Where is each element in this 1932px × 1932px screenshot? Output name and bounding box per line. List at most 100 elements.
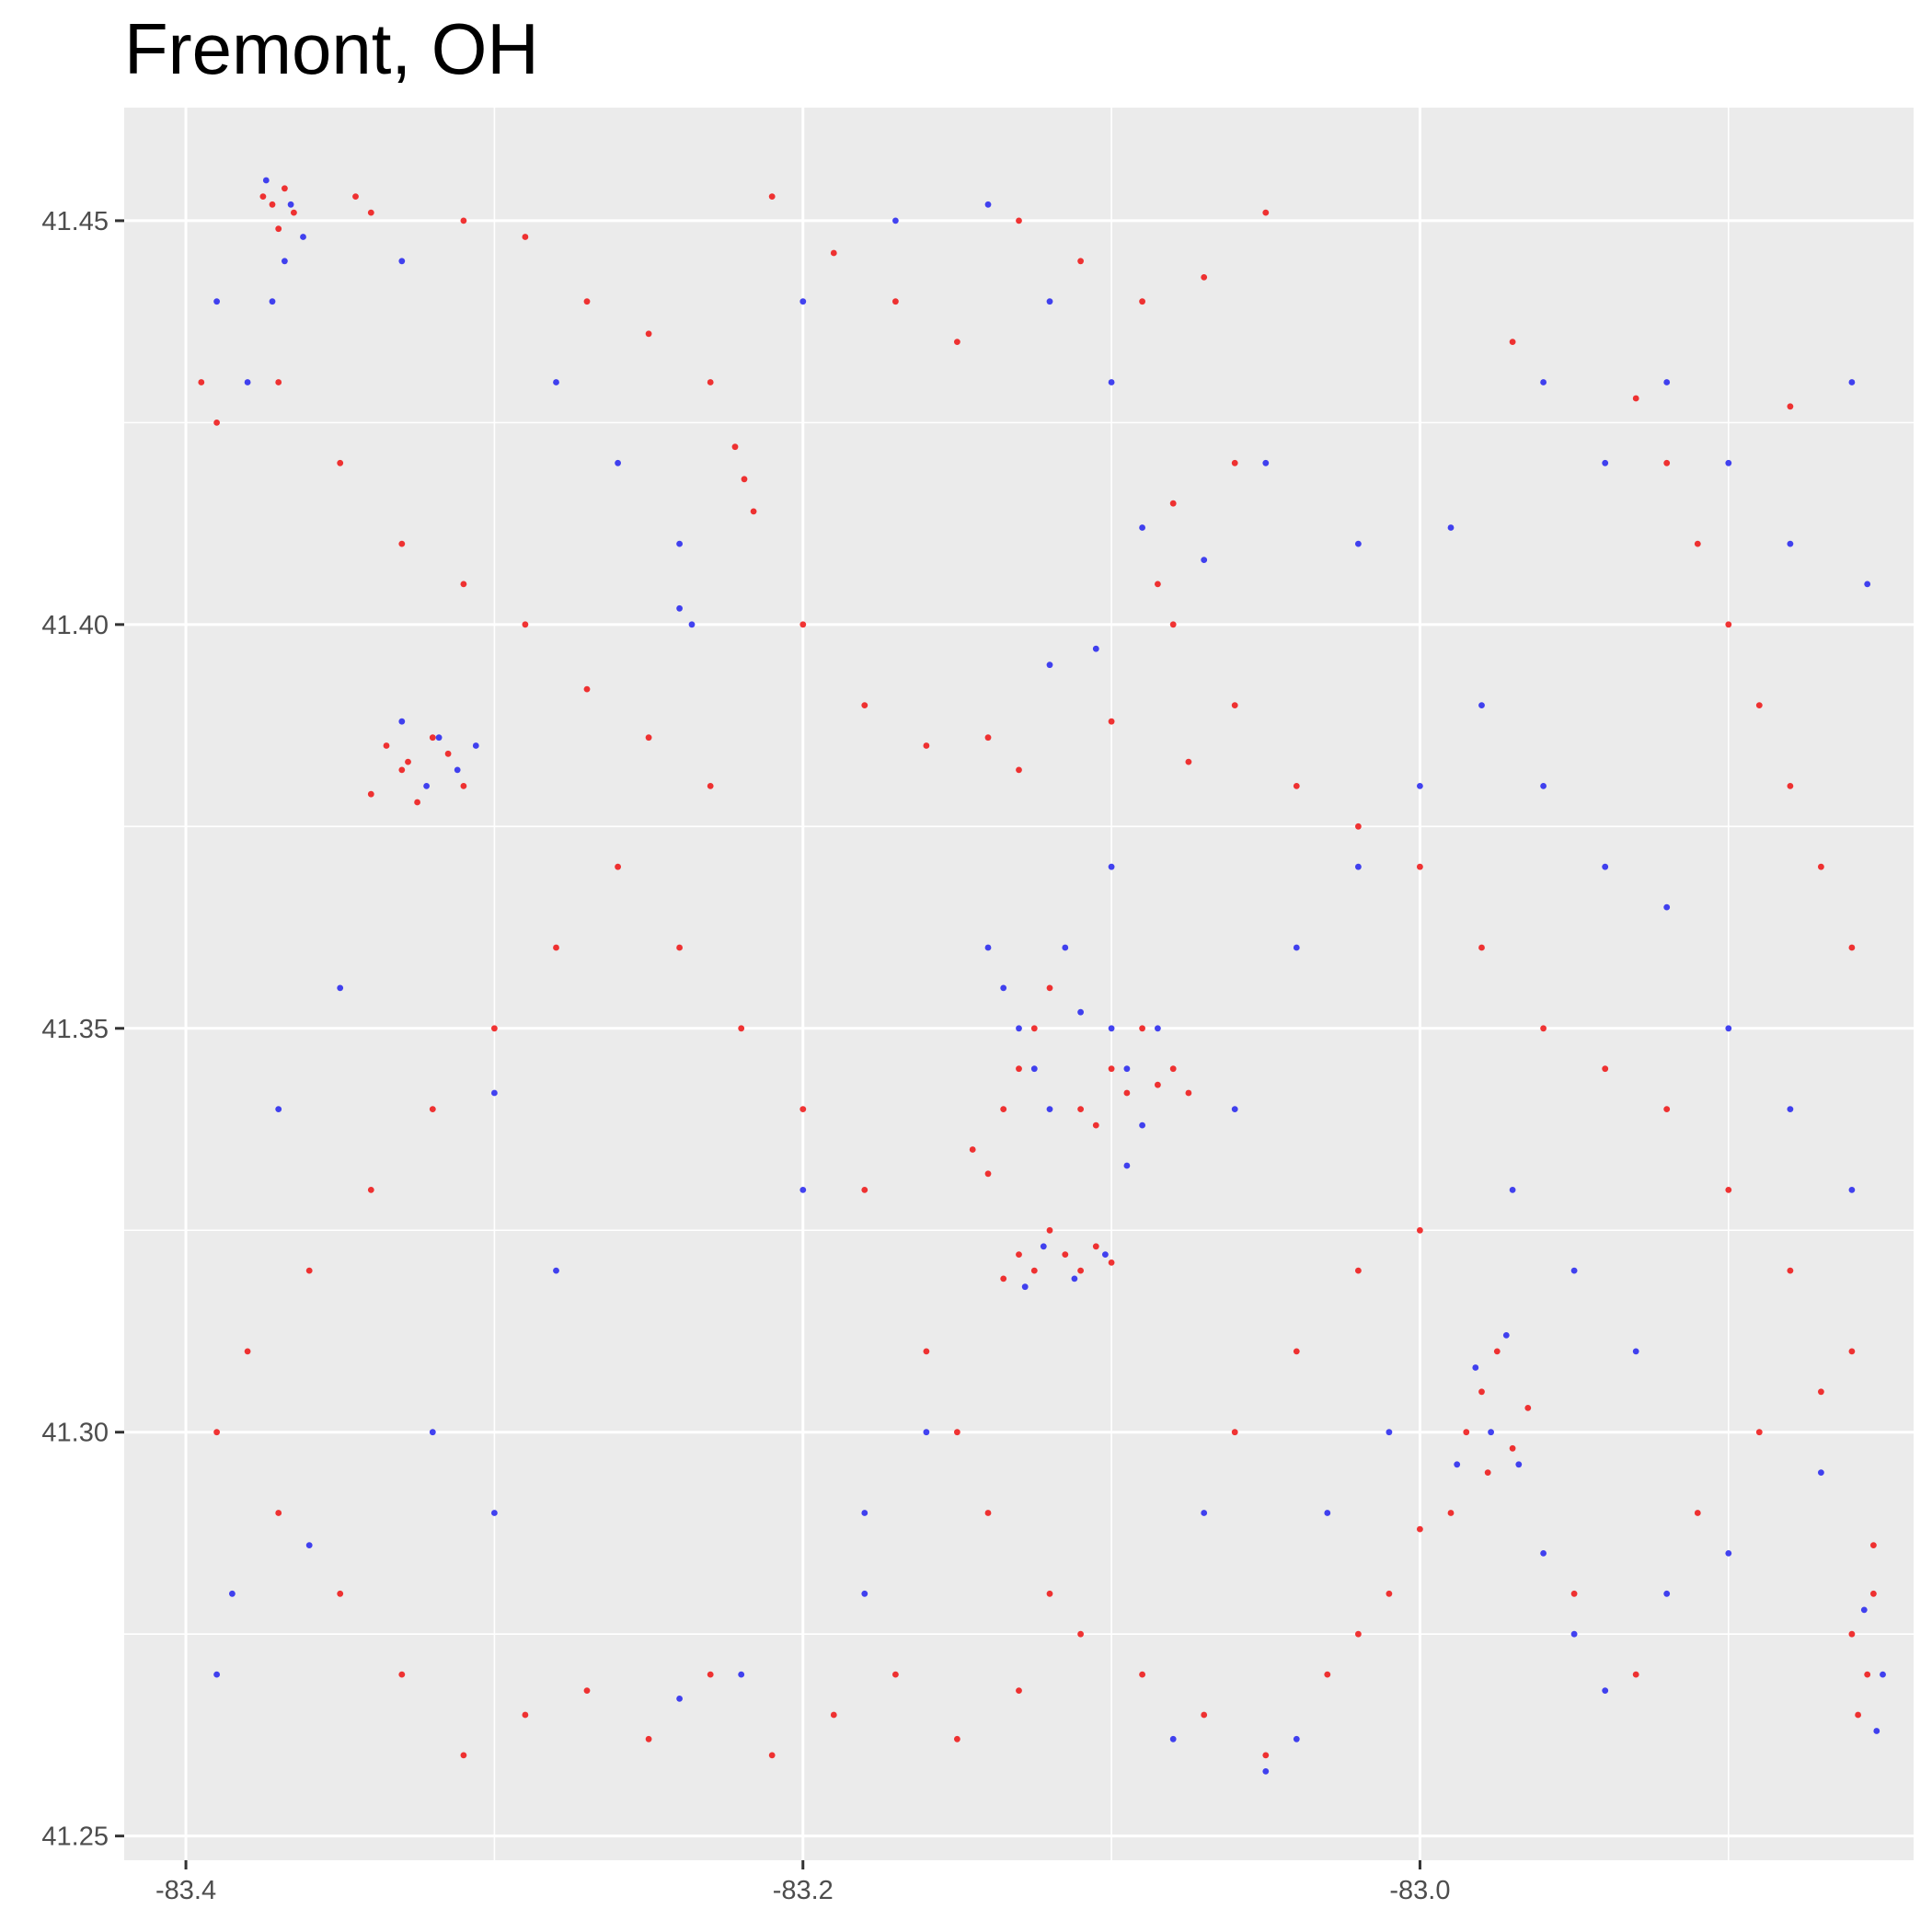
data-point — [1139, 1121, 1145, 1129]
data-point — [275, 379, 282, 385]
data-point — [1787, 540, 1794, 547]
data-point — [1447, 524, 1455, 531]
data-point — [460, 581, 467, 588]
data-point — [1077, 258, 1084, 265]
data-point — [1488, 1429, 1494, 1436]
data-point — [522, 621, 529, 628]
data-point — [984, 1510, 992, 1516]
data-point — [1386, 1590, 1393, 1597]
data-point — [1864, 581, 1871, 588]
data-point — [1417, 1226, 1423, 1234]
data-point — [688, 621, 696, 628]
data-point — [282, 258, 288, 265]
data-point — [741, 476, 748, 483]
data-point — [1848, 1187, 1856, 1193]
y-tick-label: 41.45 — [41, 207, 109, 236]
data-point — [1509, 339, 1516, 345]
data-point — [275, 225, 282, 233]
data-point — [1417, 863, 1423, 870]
data-point — [444, 750, 452, 757]
data-point — [435, 734, 443, 742]
data-point — [229, 1590, 236, 1597]
data-point — [1463, 1429, 1470, 1436]
data-point — [1632, 1671, 1639, 1678]
data-point — [1231, 1106, 1238, 1112]
data-point — [615, 459, 621, 466]
data-point — [1755, 1429, 1763, 1436]
data-point — [861, 1187, 868, 1193]
data-point — [1540, 379, 1547, 385]
data-point — [1231, 702, 1238, 708]
data-point — [1046, 298, 1053, 305]
data-point — [1502, 1332, 1510, 1339]
data-point — [1602, 863, 1609, 870]
data-point — [1123, 1065, 1131, 1073]
data-point — [731, 443, 739, 451]
data-point — [1602, 459, 1609, 466]
data-point — [1000, 984, 1007, 992]
data-point — [269, 298, 276, 305]
data-point — [1201, 1510, 1208, 1516]
data-point — [923, 1429, 930, 1436]
data-point — [645, 330, 652, 338]
data-point — [1663, 379, 1671, 385]
data-point — [1324, 1671, 1331, 1678]
data-point — [1000, 1106, 1007, 1112]
data-point — [750, 508, 757, 515]
data-point — [1570, 1630, 1578, 1638]
data-point — [1139, 1671, 1145, 1678]
data-point — [1155, 1025, 1161, 1032]
data-point — [213, 298, 221, 305]
data-point — [615, 863, 621, 870]
data-point — [275, 1106, 282, 1112]
data-point — [414, 799, 420, 806]
data-point — [352, 193, 359, 201]
data-point — [892, 1671, 899, 1678]
data-point — [1123, 1162, 1131, 1169]
data-point — [799, 621, 807, 628]
data-point — [1262, 209, 1270, 216]
data-point — [984, 201, 992, 208]
data-point — [645, 1735, 652, 1742]
data-point — [583, 298, 591, 305]
data-point — [1447, 1510, 1455, 1516]
data-point — [1355, 1630, 1362, 1638]
data-point — [1016, 1687, 1022, 1694]
data-point — [522, 234, 529, 240]
data-point — [244, 1348, 251, 1355]
data-point — [1725, 459, 1732, 466]
data-point — [1169, 500, 1177, 507]
data-point — [454, 766, 461, 774]
data-point — [472, 742, 479, 749]
data-point — [1818, 1469, 1824, 1476]
data-point — [984, 944, 992, 951]
data-point — [676, 540, 683, 547]
data-point — [1077, 1630, 1084, 1638]
data-point — [522, 1711, 529, 1719]
data-point — [892, 298, 899, 305]
data-point — [1663, 1106, 1671, 1112]
data-point — [1663, 459, 1671, 466]
data-point — [275, 1510, 282, 1516]
data-point — [1169, 621, 1177, 628]
data-point — [830, 1711, 837, 1719]
data-point — [861, 1510, 868, 1516]
data-point — [460, 1752, 467, 1759]
x-axis: -83.4 -83.2 -83.0 — [155, 1860, 1451, 1905]
data-point — [676, 1696, 683, 1702]
data-point — [1293, 1735, 1300, 1742]
data-point — [830, 249, 837, 257]
data-point — [799, 1106, 807, 1112]
data-point — [429, 1106, 436, 1112]
data-point — [1046, 1106, 1053, 1112]
data-point — [1509, 1444, 1516, 1452]
data-point — [213, 1429, 221, 1436]
data-point — [282, 185, 288, 192]
data-point — [707, 379, 714, 385]
data-point — [1201, 1711, 1208, 1719]
data-point — [1493, 1348, 1501, 1355]
data-point — [1092, 1121, 1099, 1129]
data-point — [1694, 540, 1701, 547]
data-point — [645, 734, 652, 742]
data-point — [738, 1671, 745, 1678]
